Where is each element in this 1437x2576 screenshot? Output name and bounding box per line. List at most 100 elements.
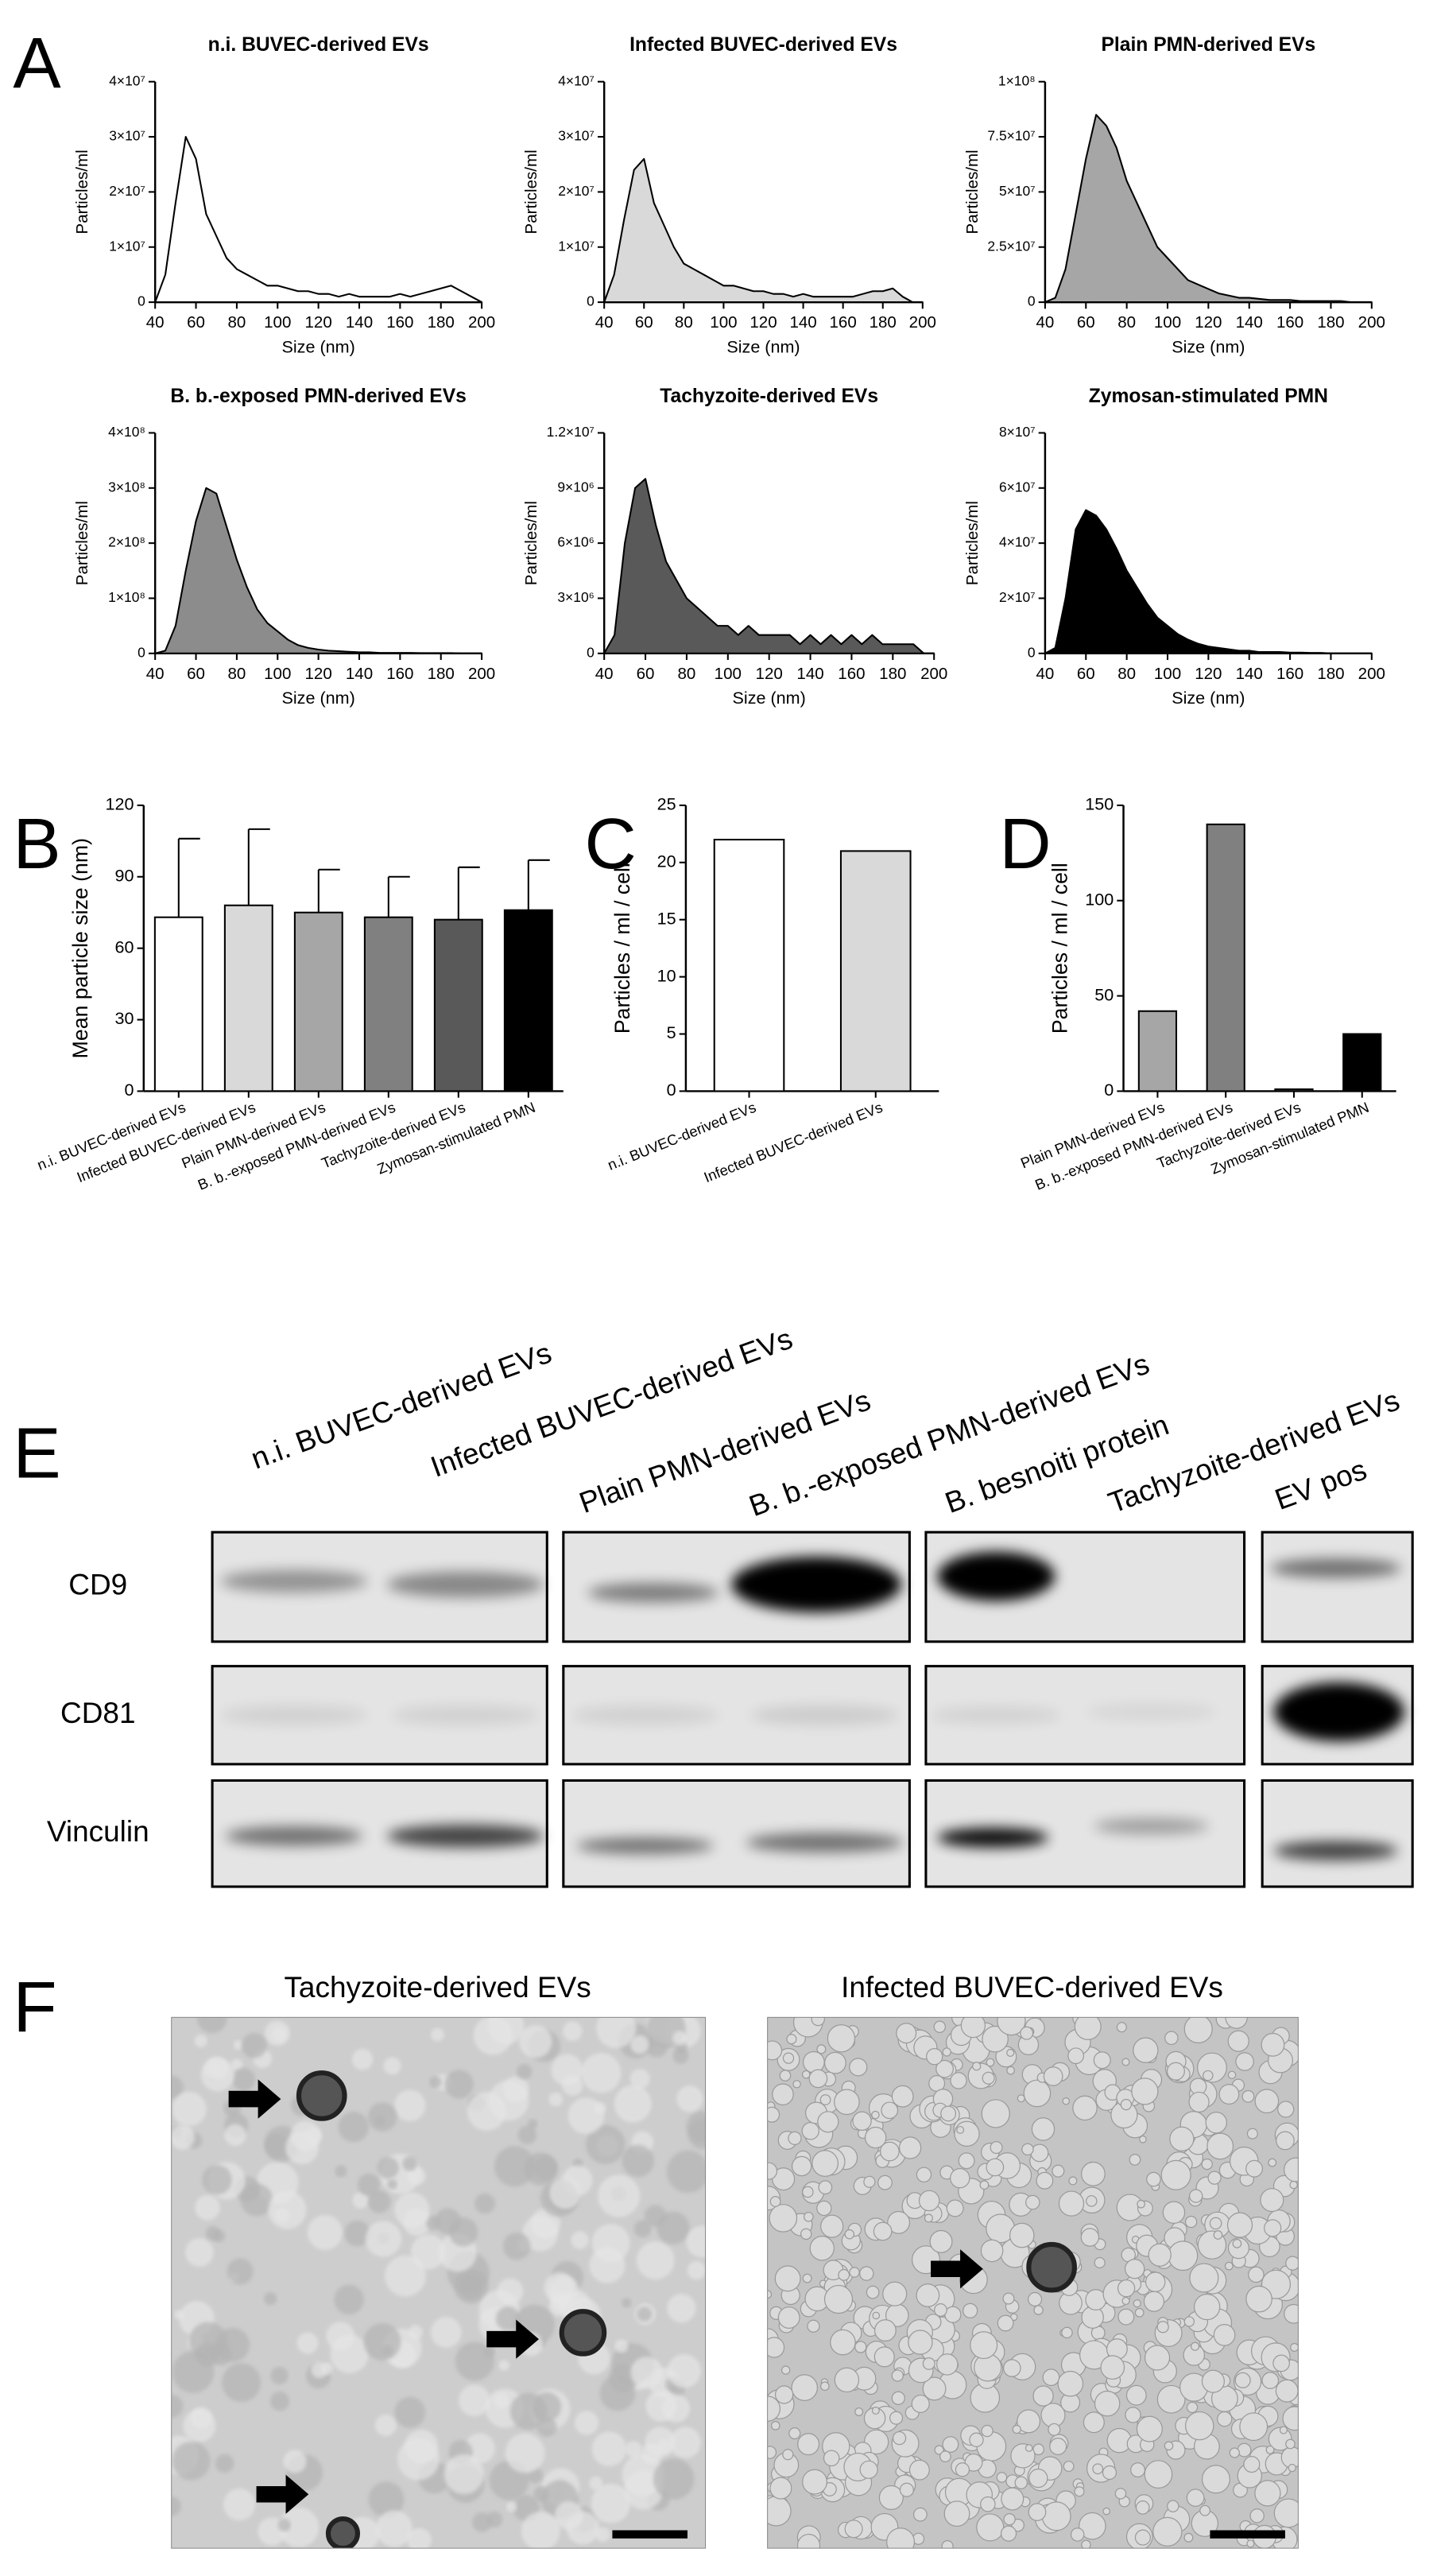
em-texture: [1207, 2171, 1222, 2185]
em-texture: [1188, 2189, 1203, 2203]
em-texture: [922, 2376, 947, 2401]
em-texture: [1144, 2460, 1173, 2489]
vesicle: [296, 2070, 347, 2121]
em-texture: [551, 2054, 583, 2086]
bar: [839, 850, 912, 1092]
em-texture: [1285, 2438, 1296, 2450]
em-texture: [1217, 2411, 1233, 2427]
em-texture: [924, 2213, 933, 2223]
x-tick-label: 140: [346, 313, 373, 332]
blot-band: [576, 1837, 714, 1854]
y-tick-label: 20: [657, 851, 676, 871]
x-tick-label: 200: [468, 665, 495, 683]
em-texture: [614, 2085, 652, 2123]
em-texture: [625, 2441, 642, 2458]
em-texture: [969, 2432, 984, 2448]
blot-band: [937, 1551, 1055, 1601]
em-texture: [1184, 2215, 1198, 2229]
em-texture: [1209, 2217, 1222, 2230]
em-texture: [672, 2047, 689, 2064]
em-texture: [202, 2164, 232, 2195]
em-texture: [1070, 2528, 1085, 2542]
y-tick-label: 1×10⁸: [108, 589, 145, 605]
em-texture: [374, 2116, 385, 2127]
y-tick-label: 6×10⁶: [557, 534, 595, 550]
em-texture: [811, 2017, 825, 2027]
em-texture: [506, 2501, 517, 2512]
blot-column-label: EV pos: [1271, 1453, 1371, 1516]
em-texture: [344, 2220, 370, 2247]
em-texture: [1201, 2158, 1213, 2171]
em-texture: [171, 2076, 184, 2099]
x-axis-label: Size (nm): [733, 688, 806, 708]
em-texture: [908, 2459, 930, 2481]
em-texture: [980, 2496, 996, 2512]
x-tick-label: 40: [146, 665, 165, 683]
y-axis-label: Particles/ml: [73, 501, 91, 585]
em-texture: [1227, 2030, 1249, 2052]
em-texture: [872, 2311, 881, 2320]
em-texture: [368, 2481, 405, 2518]
em-texture: [960, 2017, 986, 2039]
em-texture: [212, 2229, 226, 2243]
em-texture: [819, 2094, 831, 2105]
em-texture: [834, 2367, 860, 2393]
em-texture: [1093, 2051, 1111, 2070]
y-tick-label: 150: [1085, 794, 1114, 814]
em-texture: [269, 2391, 290, 2411]
blot-row-label: Vinculin: [47, 1815, 149, 1848]
em-texture: [467, 2092, 506, 2131]
em-texture: [385, 2255, 426, 2297]
em-texture: [802, 2469, 827, 2495]
em-texture: [916, 2283, 940, 2307]
em-texture: [172, 2091, 207, 2127]
arrow: [228, 2079, 281, 2119]
em-texture: [473, 2017, 513, 2055]
em-texture: [1234, 2372, 1251, 2388]
em-texture: [1006, 2048, 1015, 2058]
em-frame: [767, 2016, 1299, 2549]
em-texture: [1121, 2296, 1130, 2306]
em-texture: [172, 2442, 211, 2481]
em-texture: [963, 2302, 978, 2318]
em-texture: [1116, 2022, 1127, 2033]
y-tick-label: 2×10⁷: [558, 183, 595, 199]
em-texture: [934, 2445, 944, 2455]
em-texture: [864, 2126, 887, 2149]
x-tick-label: 100: [715, 665, 742, 683]
em-texture: [530, 2208, 561, 2239]
em-texture: [1201, 2369, 1225, 2393]
em-texture: [1102, 2507, 1110, 2516]
em-texture: [866, 2285, 880, 2299]
em-texture: [767, 2337, 785, 2358]
em-texture: [622, 2298, 632, 2308]
em-texture: [425, 2215, 441, 2231]
em-texture: [687, 2260, 706, 2280]
em-texture: [367, 2190, 391, 2213]
y-tick-label: 0: [667, 1080, 676, 1100]
em-texture: [1062, 2097, 1071, 2105]
y-tick-label: 15: [657, 908, 676, 928]
em-texture: [630, 2357, 663, 2389]
arrow: [931, 2249, 983, 2289]
em-texture: [1213, 2230, 1223, 2240]
x-tick-label: 180: [1317, 665, 1344, 683]
em-texture: [1254, 2089, 1280, 2114]
em-texture: [1164, 2441, 1174, 2451]
x-tick-label: 80: [1117, 313, 1136, 332]
em-texture: [1094, 2390, 1121, 2417]
em-texture: [581, 2053, 622, 2093]
em-texture: [922, 2357, 935, 2370]
em-texture: [1288, 2463, 1296, 2473]
size-distribution: [1044, 114, 1373, 304]
x-tick-label: 60: [1077, 665, 1095, 683]
em-texture: [782, 2449, 794, 2461]
em-texture: [1160, 2159, 1191, 2190]
em-texture: [1224, 2261, 1234, 2271]
em-texture: [279, 2507, 320, 2547]
em-texture: [667, 2293, 696, 2323]
y-tick-label: 0: [587, 644, 595, 660]
em-texture: [1207, 2132, 1234, 2160]
em-texture: [227, 2258, 254, 2285]
em-texture: [808, 2069, 828, 2089]
